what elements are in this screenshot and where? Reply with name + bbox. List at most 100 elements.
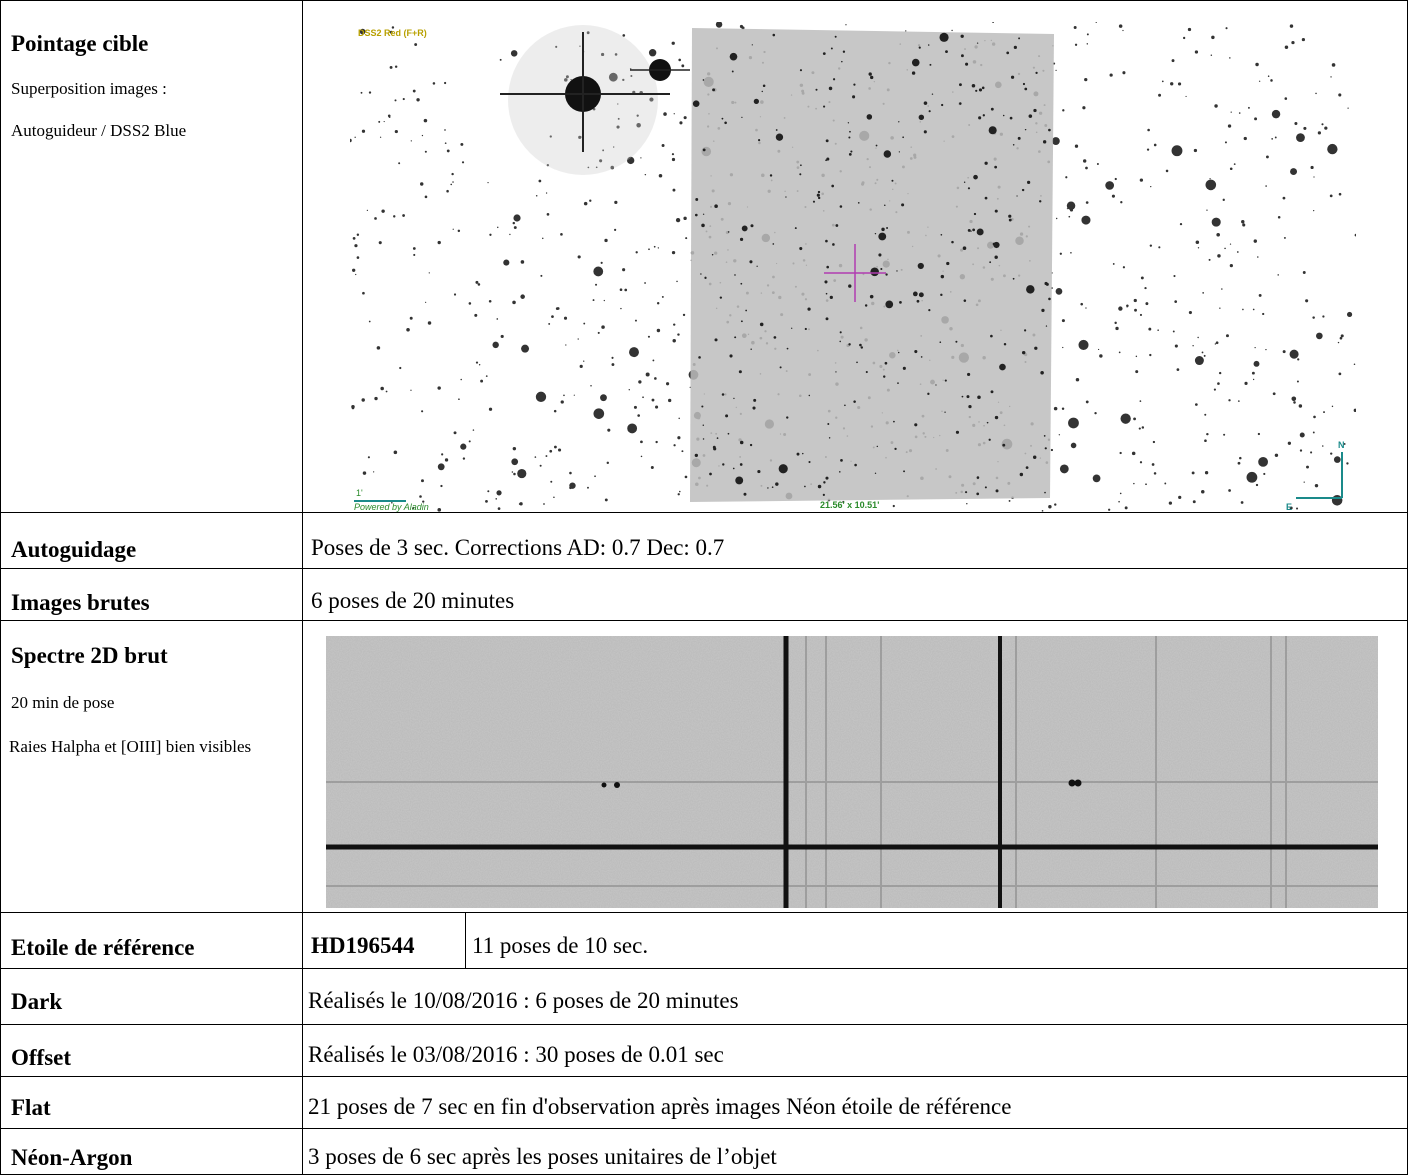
star <box>1227 124 1232 128</box>
star <box>352 236 356 240</box>
star <box>1208 258 1211 261</box>
star <box>928 309 931 312</box>
star <box>644 282 646 284</box>
star <box>1224 247 1226 250</box>
star <box>823 481 826 484</box>
star <box>1347 107 1349 109</box>
star <box>394 129 398 134</box>
star <box>1068 215 1071 218</box>
star <box>421 479 424 483</box>
star <box>914 423 918 427</box>
star <box>741 225 748 232</box>
star <box>857 201 860 204</box>
star <box>671 251 676 255</box>
star <box>1253 239 1257 243</box>
star <box>1310 165 1314 170</box>
star <box>1211 217 1221 227</box>
star <box>891 179 894 182</box>
star <box>1225 334 1229 338</box>
star <box>446 189 449 193</box>
star <box>1109 73 1113 77</box>
star <box>903 470 906 473</box>
star <box>681 64 685 68</box>
star <box>1043 435 1046 437</box>
star <box>682 313 686 317</box>
star <box>497 226 499 229</box>
star <box>848 284 852 288</box>
star <box>1339 336 1343 340</box>
star <box>990 107 994 111</box>
star <box>1124 506 1128 510</box>
star <box>1174 300 1178 303</box>
row-label: Néon-Argon <box>11 1145 133 1170</box>
star <box>1298 404 1303 408</box>
label-cell: Spectre 2D brut 20 min de pose Raies Hal… <box>0 620 303 913</box>
star <box>817 190 821 194</box>
star <box>602 149 605 152</box>
star <box>1080 302 1084 306</box>
row-label: Offset <box>11 1045 72 1070</box>
star <box>775 129 778 131</box>
star <box>495 498 498 500</box>
sky-image: DSS2 Red (F+R) 1' Powered by Aladin 21.5… <box>350 22 1356 512</box>
star <box>677 493 680 496</box>
star <box>413 253 416 256</box>
star <box>587 166 590 169</box>
star <box>885 300 894 309</box>
star <box>614 228 617 231</box>
star <box>1294 122 1298 126</box>
star <box>1035 71 1038 74</box>
star <box>1283 236 1286 239</box>
star <box>1147 128 1150 132</box>
star <box>711 253 714 256</box>
star <box>799 173 802 176</box>
star <box>709 472 712 476</box>
credit: Powered by Aladin <box>354 502 429 512</box>
star <box>1118 306 1123 311</box>
star <box>1282 196 1286 200</box>
star <box>1229 167 1233 171</box>
star <box>911 58 920 67</box>
star <box>414 43 418 46</box>
content-cell: Réalisés le 03/08/2016 : 30 poses de 0.0… <box>302 1024 1408 1077</box>
star <box>679 490 681 493</box>
star <box>1229 263 1233 268</box>
star <box>672 188 676 192</box>
star <box>1255 483 1259 487</box>
star <box>1257 256 1259 258</box>
star <box>704 276 707 279</box>
star <box>1164 482 1167 485</box>
star <box>1270 79 1273 82</box>
star <box>606 461 610 465</box>
star <box>842 50 846 53</box>
star <box>978 88 983 92</box>
star <box>440 484 443 488</box>
star <box>850 150 853 153</box>
star <box>1330 452 1333 455</box>
star <box>1224 141 1227 144</box>
star <box>694 453 698 458</box>
star <box>663 112 667 116</box>
star <box>437 463 445 471</box>
star <box>721 393 725 396</box>
star <box>988 126 997 135</box>
star <box>986 421 989 424</box>
star <box>771 486 774 488</box>
star <box>1144 286 1147 290</box>
star <box>1211 35 1215 40</box>
star <box>592 299 595 302</box>
star <box>1253 360 1260 367</box>
star <box>444 458 449 462</box>
star <box>412 507 415 510</box>
star <box>832 243 835 246</box>
star <box>750 224 754 228</box>
star <box>994 415 999 420</box>
star <box>555 45 558 48</box>
star <box>1133 298 1137 303</box>
star <box>702 424 705 426</box>
star <box>817 196 821 200</box>
star <box>374 217 377 220</box>
star <box>475 361 479 364</box>
star <box>734 274 736 276</box>
star <box>461 161 465 164</box>
